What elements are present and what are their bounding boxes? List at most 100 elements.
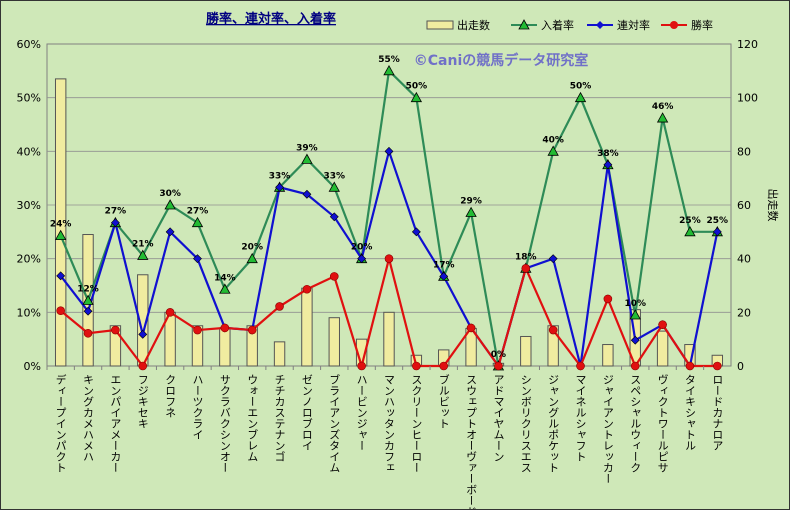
win-rate-point bbox=[193, 325, 202, 335]
category-label: ハービンジャー bbox=[355, 374, 368, 451]
category-label: スウェプトオーヴァーボード bbox=[465, 374, 478, 509]
category-label: ヴィクトワールピサ bbox=[656, 374, 669, 473]
data-label: 50% bbox=[406, 82, 428, 92]
place-rate-point bbox=[246, 252, 258, 264]
category-label: ブライアンズタイム bbox=[328, 373, 341, 473]
data-label: 17% bbox=[433, 260, 455, 270]
win-rate-point bbox=[302, 284, 312, 294]
left-axis-tick-label: 10% bbox=[17, 306, 41, 319]
rentai-rate-point bbox=[411, 227, 421, 237]
category-label: マイネルシャフト bbox=[574, 374, 587, 462]
bar bbox=[383, 311, 395, 367]
data-label: 55% bbox=[378, 55, 400, 65]
watermark-text: ©Caniの競馬データ研究室 bbox=[414, 52, 589, 69]
win-rate-point bbox=[576, 361, 585, 371]
rentai-rate-point bbox=[384, 146, 394, 156]
category-label: クロフネ bbox=[164, 374, 177, 418]
rentai-rate-point bbox=[56, 271, 66, 281]
win-rate-point bbox=[521, 264, 531, 273]
bar bbox=[273, 341, 286, 367]
place-rate-point bbox=[656, 112, 669, 123]
win-rate-point bbox=[494, 361, 503, 371]
rentai-rate-point bbox=[138, 329, 148, 339]
data-label: 14% bbox=[214, 273, 236, 283]
place-rate-point bbox=[164, 199, 176, 210]
data-label: 39% bbox=[296, 143, 318, 153]
category-label: ウォーエンブレム bbox=[246, 374, 259, 462]
win-rate-point bbox=[165, 308, 175, 317]
legend-swatch bbox=[426, 20, 454, 30]
category-label: ジャイアントレッカー bbox=[601, 374, 614, 484]
win-rate-point bbox=[630, 361, 640, 371]
place-rate-point bbox=[55, 229, 67, 240]
right-axis-tick-label: 100 bbox=[737, 92, 758, 105]
place-rate-point bbox=[410, 91, 423, 103]
category-label: ジャングルポケット bbox=[547, 374, 560, 473]
right-axis-tick-label: 60 bbox=[737, 199, 751, 212]
place-rate-point bbox=[82, 294, 94, 305]
category-label: キングカメハメハ bbox=[82, 374, 95, 462]
data-label: 21% bbox=[132, 239, 154, 249]
rentai-rate-point bbox=[165, 227, 175, 237]
place-rate-point bbox=[301, 153, 313, 164]
rentai-rate-point bbox=[603, 160, 613, 170]
category-label: シンボリクリスエス bbox=[519, 374, 532, 473]
win-rate-point bbox=[412, 361, 421, 371]
data-label: 12% bbox=[77, 285, 99, 295]
left-axis-tick-label: 40% bbox=[17, 145, 41, 158]
win-rate-point bbox=[83, 328, 93, 338]
data-label: 18% bbox=[515, 252, 537, 262]
rentai-rate-point bbox=[302, 189, 312, 199]
place-rate-point bbox=[547, 145, 559, 156]
data-label: 46% bbox=[652, 102, 674, 112]
right-axis-tick-label: 120 bbox=[737, 38, 758, 51]
win-rate-point bbox=[357, 361, 366, 371]
place-rate-point bbox=[191, 216, 204, 228]
chart-title: 勝率、連対率、入着率 bbox=[206, 11, 336, 27]
category-label: マンハッタンカフェ bbox=[383, 374, 396, 473]
left-axis-tick-label: 20% bbox=[17, 253, 41, 266]
category-label: ゼンノロブロイ bbox=[300, 374, 313, 451]
category-label: ハーツクライ bbox=[191, 374, 204, 440]
rentai-rate-point bbox=[275, 182, 284, 192]
category-label: フジキセキ bbox=[136, 374, 149, 429]
data-label: 40% bbox=[542, 135, 564, 145]
win-rate-point bbox=[384, 254, 394, 263]
category-label: アドマイヤムーン bbox=[492, 374, 505, 462]
rentai-rate-point bbox=[329, 212, 339, 222]
data-label: 0% bbox=[491, 350, 506, 360]
data-label: 33% bbox=[324, 171, 346, 181]
rentai-rate-point bbox=[439, 271, 449, 281]
win-rate-point bbox=[111, 325, 120, 335]
left-axis-tick-label: 0% bbox=[24, 360, 41, 373]
win-rate-point bbox=[466, 323, 476, 333]
legend-marker bbox=[596, 21, 604, 29]
category-label: ブルビット bbox=[437, 373, 450, 429]
win-rate-point bbox=[439, 361, 449, 371]
win-rate-point bbox=[138, 361, 148, 371]
legend-marker bbox=[518, 19, 530, 30]
category-label: ロードカナロア bbox=[711, 374, 724, 451]
place-rate-point bbox=[629, 309, 641, 320]
win-rate-point bbox=[658, 320, 667, 329]
rentai-rate-point bbox=[712, 227, 722, 237]
bar bbox=[301, 287, 313, 367]
data-label: 50% bbox=[570, 82, 592, 92]
legend-marker bbox=[670, 21, 678, 29]
bar bbox=[219, 327, 231, 367]
rentai-rate-point bbox=[83, 306, 93, 316]
win-rate-point bbox=[220, 323, 230, 333]
bar bbox=[656, 330, 669, 367]
left-axis-tick-label: 60% bbox=[17, 38, 41, 51]
place-rate-point bbox=[219, 283, 231, 294]
place-rate-point bbox=[328, 181, 340, 192]
right-axis-label: 出走数 bbox=[766, 189, 780, 222]
category-label: タイキシャトル bbox=[683, 374, 696, 451]
data-label: 29% bbox=[460, 197, 482, 207]
left-axis-tick-label: 50% bbox=[17, 92, 41, 105]
category-label: ディープインパクト bbox=[54, 373, 67, 473]
bar bbox=[602, 344, 614, 367]
place-rate-point bbox=[383, 65, 395, 76]
win-rate-point bbox=[603, 294, 613, 304]
